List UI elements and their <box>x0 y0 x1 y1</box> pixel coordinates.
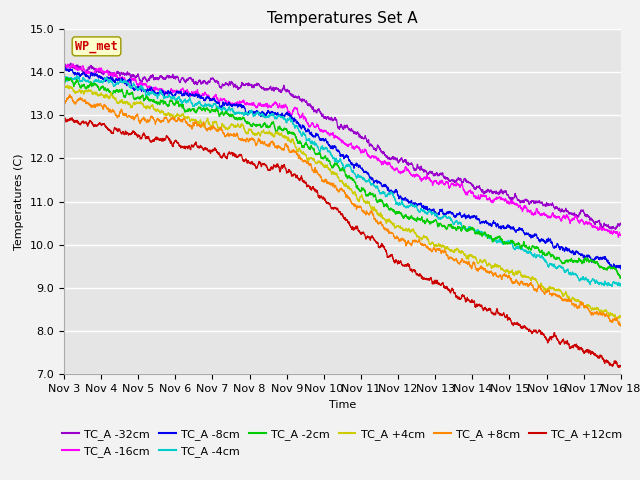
TC_A -2cm <box>617 274 625 280</box>
TC_A +4cm <box>612 317 620 323</box>
TC_A -32cm <box>617 222 625 228</box>
Legend: TC_A -32cm, TC_A -16cm, TC_A -8cm, TC_A -4cm, TC_A -2cm, TC_A +4cm, TC_A +8cm, T: TC_A -32cm, TC_A -16cm, TC_A -8cm, TC_A … <box>58 425 627 461</box>
TC_A +8cm <box>564 298 572 303</box>
TC_A +4cm <box>60 83 68 89</box>
TC_A +12cm <box>397 259 404 264</box>
Line: TC_A -2cm: TC_A -2cm <box>64 77 621 278</box>
TC_A +12cm <box>614 364 622 370</box>
TC_A +12cm <box>60 114 68 120</box>
TC_A -32cm <box>564 208 572 214</box>
TC_A +8cm <box>60 100 68 106</box>
TC_A +4cm <box>617 314 625 320</box>
TC_A -8cm <box>617 264 625 270</box>
TC_A -2cm <box>63 74 71 80</box>
TC_A -16cm <box>397 171 404 177</box>
TC_A +12cm <box>617 363 625 369</box>
TC_A -4cm <box>180 99 188 105</box>
TC_A -8cm <box>564 247 572 252</box>
TC_A -2cm <box>617 276 625 281</box>
TC_A +4cm <box>64 83 72 88</box>
TC_A -16cm <box>216 99 223 105</box>
TC_A -16cm <box>617 232 625 238</box>
TC_A +8cm <box>617 322 625 328</box>
TC_A -2cm <box>617 273 625 279</box>
TC_A -8cm <box>406 200 414 206</box>
TC_A -4cm <box>617 281 625 287</box>
TC_A -4cm <box>216 105 223 110</box>
Line: TC_A +12cm: TC_A +12cm <box>64 117 621 367</box>
TC_A -2cm <box>216 113 223 119</box>
TC_A -16cm <box>180 88 188 94</box>
TC_A -8cm <box>180 91 188 97</box>
Line: TC_A -8cm: TC_A -8cm <box>64 67 621 269</box>
TC_A -32cm <box>397 156 404 162</box>
X-axis label: Time: Time <box>329 400 356 409</box>
TC_A -2cm <box>60 81 68 86</box>
TC_A -16cm <box>564 215 572 220</box>
TC_A +4cm <box>617 314 625 320</box>
Title: Temperatures Set A: Temperatures Set A <box>267 11 418 26</box>
TC_A -4cm <box>564 267 572 273</box>
TC_A -16cm <box>406 171 414 177</box>
TC_A -8cm <box>617 266 625 272</box>
TC_A -16cm <box>60 65 68 71</box>
TC_A +8cm <box>397 238 404 243</box>
TC_A +8cm <box>180 116 188 122</box>
TC_A -2cm <box>397 210 404 216</box>
TC_A -4cm <box>73 73 81 79</box>
Text: WP_met: WP_met <box>75 40 118 53</box>
TC_A -32cm <box>216 84 223 90</box>
TC_A +4cm <box>564 295 572 301</box>
Line: TC_A +4cm: TC_A +4cm <box>64 85 621 320</box>
TC_A -32cm <box>406 162 414 168</box>
TC_A -2cm <box>180 104 188 110</box>
TC_A -2cm <box>406 215 414 220</box>
TC_A +4cm <box>216 124 223 130</box>
Y-axis label: Temperatures (C): Temperatures (C) <box>14 153 24 250</box>
TC_A +12cm <box>60 114 68 120</box>
TC_A -4cm <box>60 73 68 79</box>
Line: TC_A -32cm: TC_A -32cm <box>64 62 621 229</box>
TC_A +12cm <box>564 341 572 347</box>
Line: TC_A +8cm: TC_A +8cm <box>64 95 621 326</box>
TC_A -32cm <box>179 75 187 81</box>
TC_A -32cm <box>60 60 68 65</box>
TC_A -4cm <box>617 282 625 288</box>
TC_A +8cm <box>617 323 625 329</box>
TC_A +4cm <box>406 229 414 235</box>
TC_A +12cm <box>216 152 223 158</box>
TC_A -32cm <box>617 221 625 227</box>
TC_A -8cm <box>216 103 223 108</box>
TC_A -16cm <box>617 232 625 238</box>
TC_A +12cm <box>406 267 414 273</box>
TC_A +12cm <box>180 144 188 150</box>
TC_A -2cm <box>564 259 572 265</box>
TC_A -16cm <box>69 61 77 67</box>
TC_A -4cm <box>406 201 414 207</box>
Line: TC_A -16cm: TC_A -16cm <box>64 64 621 237</box>
TC_A +8cm <box>406 241 414 247</box>
TC_A -4cm <box>397 201 404 207</box>
TC_A -16cm <box>614 234 622 240</box>
TC_A +8cm <box>66 92 74 98</box>
TC_A +4cm <box>397 225 404 231</box>
TC_A +12cm <box>617 362 625 368</box>
TC_A -8cm <box>61 64 68 70</box>
TC_A -8cm <box>397 194 404 200</box>
TC_A -32cm <box>612 226 620 232</box>
TC_A -4cm <box>608 284 616 289</box>
TC_A -8cm <box>60 67 68 73</box>
Line: TC_A -4cm: TC_A -4cm <box>64 76 621 287</box>
TC_A +4cm <box>180 111 188 117</box>
TC_A +8cm <box>216 126 223 132</box>
